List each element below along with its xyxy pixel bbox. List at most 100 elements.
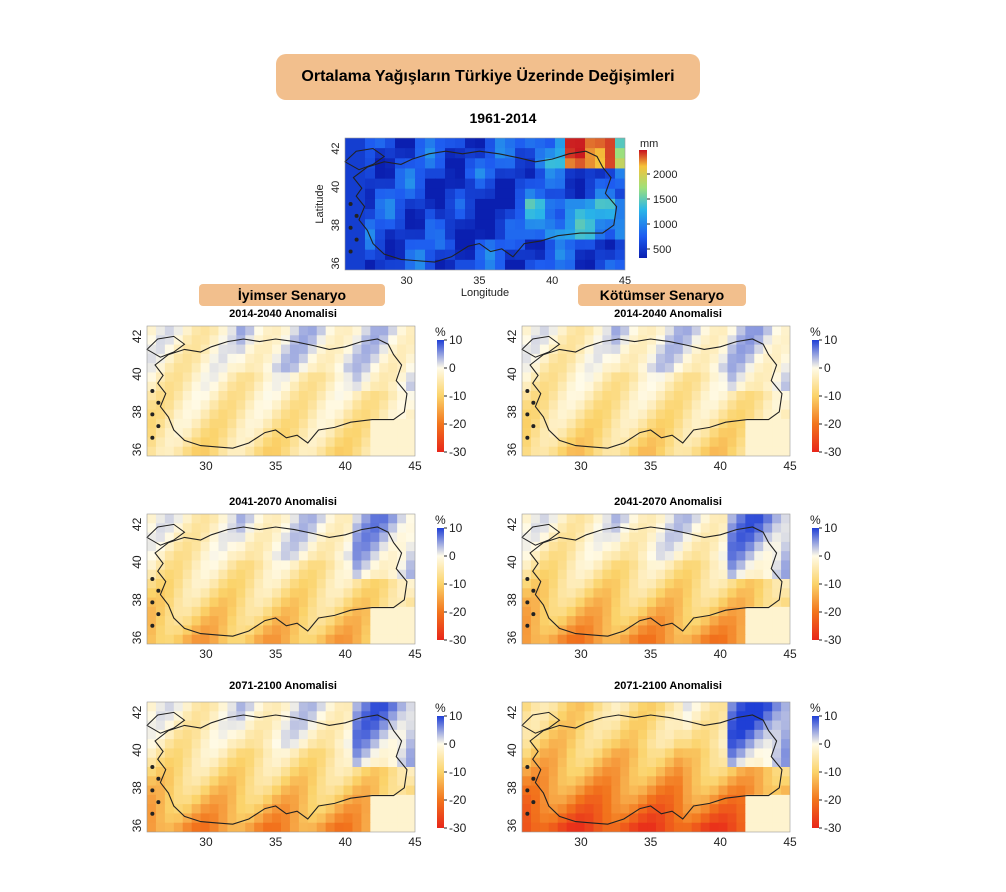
anomaly-cell <box>539 785 550 796</box>
anomaly-cell <box>763 381 773 392</box>
anomaly-cell <box>164 785 175 796</box>
precip-cell <box>515 138 526 149</box>
anomaly-cell <box>691 381 702 392</box>
colorbar-unit: % <box>810 325 821 339</box>
anomaly-cell <box>745 729 755 740</box>
anomaly-cell <box>343 588 354 599</box>
anomaly-cell <box>584 391 595 401</box>
anomaly-cell <box>745 523 755 534</box>
anomaly-cell <box>602 606 612 617</box>
anomaly-cell <box>209 400 220 411</box>
anomaly-cell <box>325 363 336 374</box>
anomaly-cell <box>566 794 577 805</box>
colorbar-tick-label: 1500 <box>653 194 677 206</box>
anomaly-cell <box>629 711 639 722</box>
anomaly-cell <box>352 569 362 580</box>
precip-colorbar <box>639 150 647 258</box>
anomaly-cell <box>772 353 782 364</box>
anomaly-cell <box>263 344 273 355</box>
anomaly-cell <box>325 794 336 805</box>
anomaly-cell <box>182 446 193 456</box>
precip-cell <box>545 259 556 270</box>
anomaly-cell <box>200 794 211 805</box>
anomaly-cell <box>227 363 237 374</box>
anomaly-cell <box>709 551 720 562</box>
anomaly-cell <box>200 785 211 796</box>
colorbar-tick-label: -20 <box>824 793 842 807</box>
precip-cell <box>485 198 496 210</box>
precip-cell <box>455 249 466 261</box>
anomaly-cell <box>575 634 586 644</box>
anomaly-cell <box>209 711 220 722</box>
precip-cell <box>605 178 616 190</box>
anomaly-cell <box>691 776 702 787</box>
precip-cell <box>575 188 586 200</box>
anomaly-cell <box>763 606 773 617</box>
colorbar-unit: mm <box>640 138 658 150</box>
anomaly-cell <box>548 569 559 580</box>
anomaly-cell <box>155 720 166 731</box>
precip-cell <box>475 249 486 261</box>
precip-cell <box>475 259 486 270</box>
anomaly-cell <box>682 551 693 562</box>
anomaly-cell <box>155 625 166 636</box>
anomaly-cell <box>557 569 568 580</box>
anomaly-cell <box>343 428 354 439</box>
anomaly-cell <box>656 326 666 336</box>
anomaly-cell <box>307 739 318 750</box>
anomaly-cell <box>200 739 211 750</box>
precip-cell <box>595 259 606 270</box>
anomaly-cell <box>236 569 246 580</box>
precip-cell <box>555 259 566 270</box>
anomaly-cell <box>307 616 318 627</box>
precip-cell <box>525 138 536 149</box>
anomaly-cell <box>700 729 711 740</box>
anomaly-cell <box>164 739 175 750</box>
anomaly-cell <box>727 579 737 589</box>
anomaly-cell <box>620 757 630 768</box>
anomaly-cell <box>236 335 246 346</box>
anomaly-cell <box>289 822 300 832</box>
anomaly-cell <box>281 729 291 740</box>
anomaly-cell <box>745 551 755 562</box>
x-tick-label: 35 <box>473 275 485 287</box>
anomaly-cell <box>682 606 693 617</box>
anomaly-cell <box>763 326 773 336</box>
colorbar-tick-label: -10 <box>449 765 467 779</box>
anomaly-cell <box>209 532 220 543</box>
precip-cell <box>445 219 456 230</box>
anomaly-cell <box>691 739 702 750</box>
anomaly-cell <box>647 428 657 439</box>
anomaly-cell <box>781 569 790 580</box>
anomaly-cell <box>281 381 291 392</box>
anomaly-cell <box>209 606 220 617</box>
anomaly-cell <box>709 720 720 731</box>
anomaly-cell <box>388 400 398 411</box>
anomaly-cell <box>298 551 309 562</box>
anomaly-cell <box>164 776 175 787</box>
precip-cell <box>515 259 526 270</box>
anomaly-cell <box>736 381 746 392</box>
precip-cell <box>435 168 446 180</box>
anomaly-cell <box>397 606 407 617</box>
anomaly-cell <box>557 634 568 644</box>
anomaly-cell <box>718 372 729 383</box>
anomaly-cell <box>307 634 318 644</box>
anomaly-cell <box>593 391 603 401</box>
anomaly-cell <box>691 634 702 644</box>
anomaly-cell <box>691 720 702 731</box>
anomaly-cell <box>736 625 746 636</box>
panel-title-opt-1: 2014-2040 Anomalisi <box>229 308 337 320</box>
precip-cell <box>415 259 426 270</box>
anomaly-cell <box>647 597 657 608</box>
anomaly-cell <box>254 532 264 543</box>
anomaly-cell <box>656 400 666 411</box>
anomaly-cell <box>548 418 559 429</box>
anomaly-cell <box>602 634 612 644</box>
anomaly-cell <box>397 625 407 636</box>
anomaly-cell <box>745 541 755 552</box>
anomaly-cell <box>307 711 318 722</box>
precip-cell <box>365 188 376 200</box>
anomaly-cell <box>334 514 345 524</box>
